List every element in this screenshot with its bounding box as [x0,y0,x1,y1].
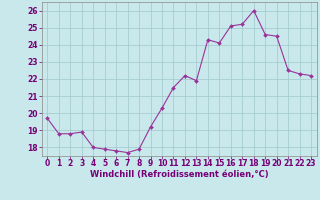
X-axis label: Windchill (Refroidissement éolien,°C): Windchill (Refroidissement éolien,°C) [90,170,268,179]
